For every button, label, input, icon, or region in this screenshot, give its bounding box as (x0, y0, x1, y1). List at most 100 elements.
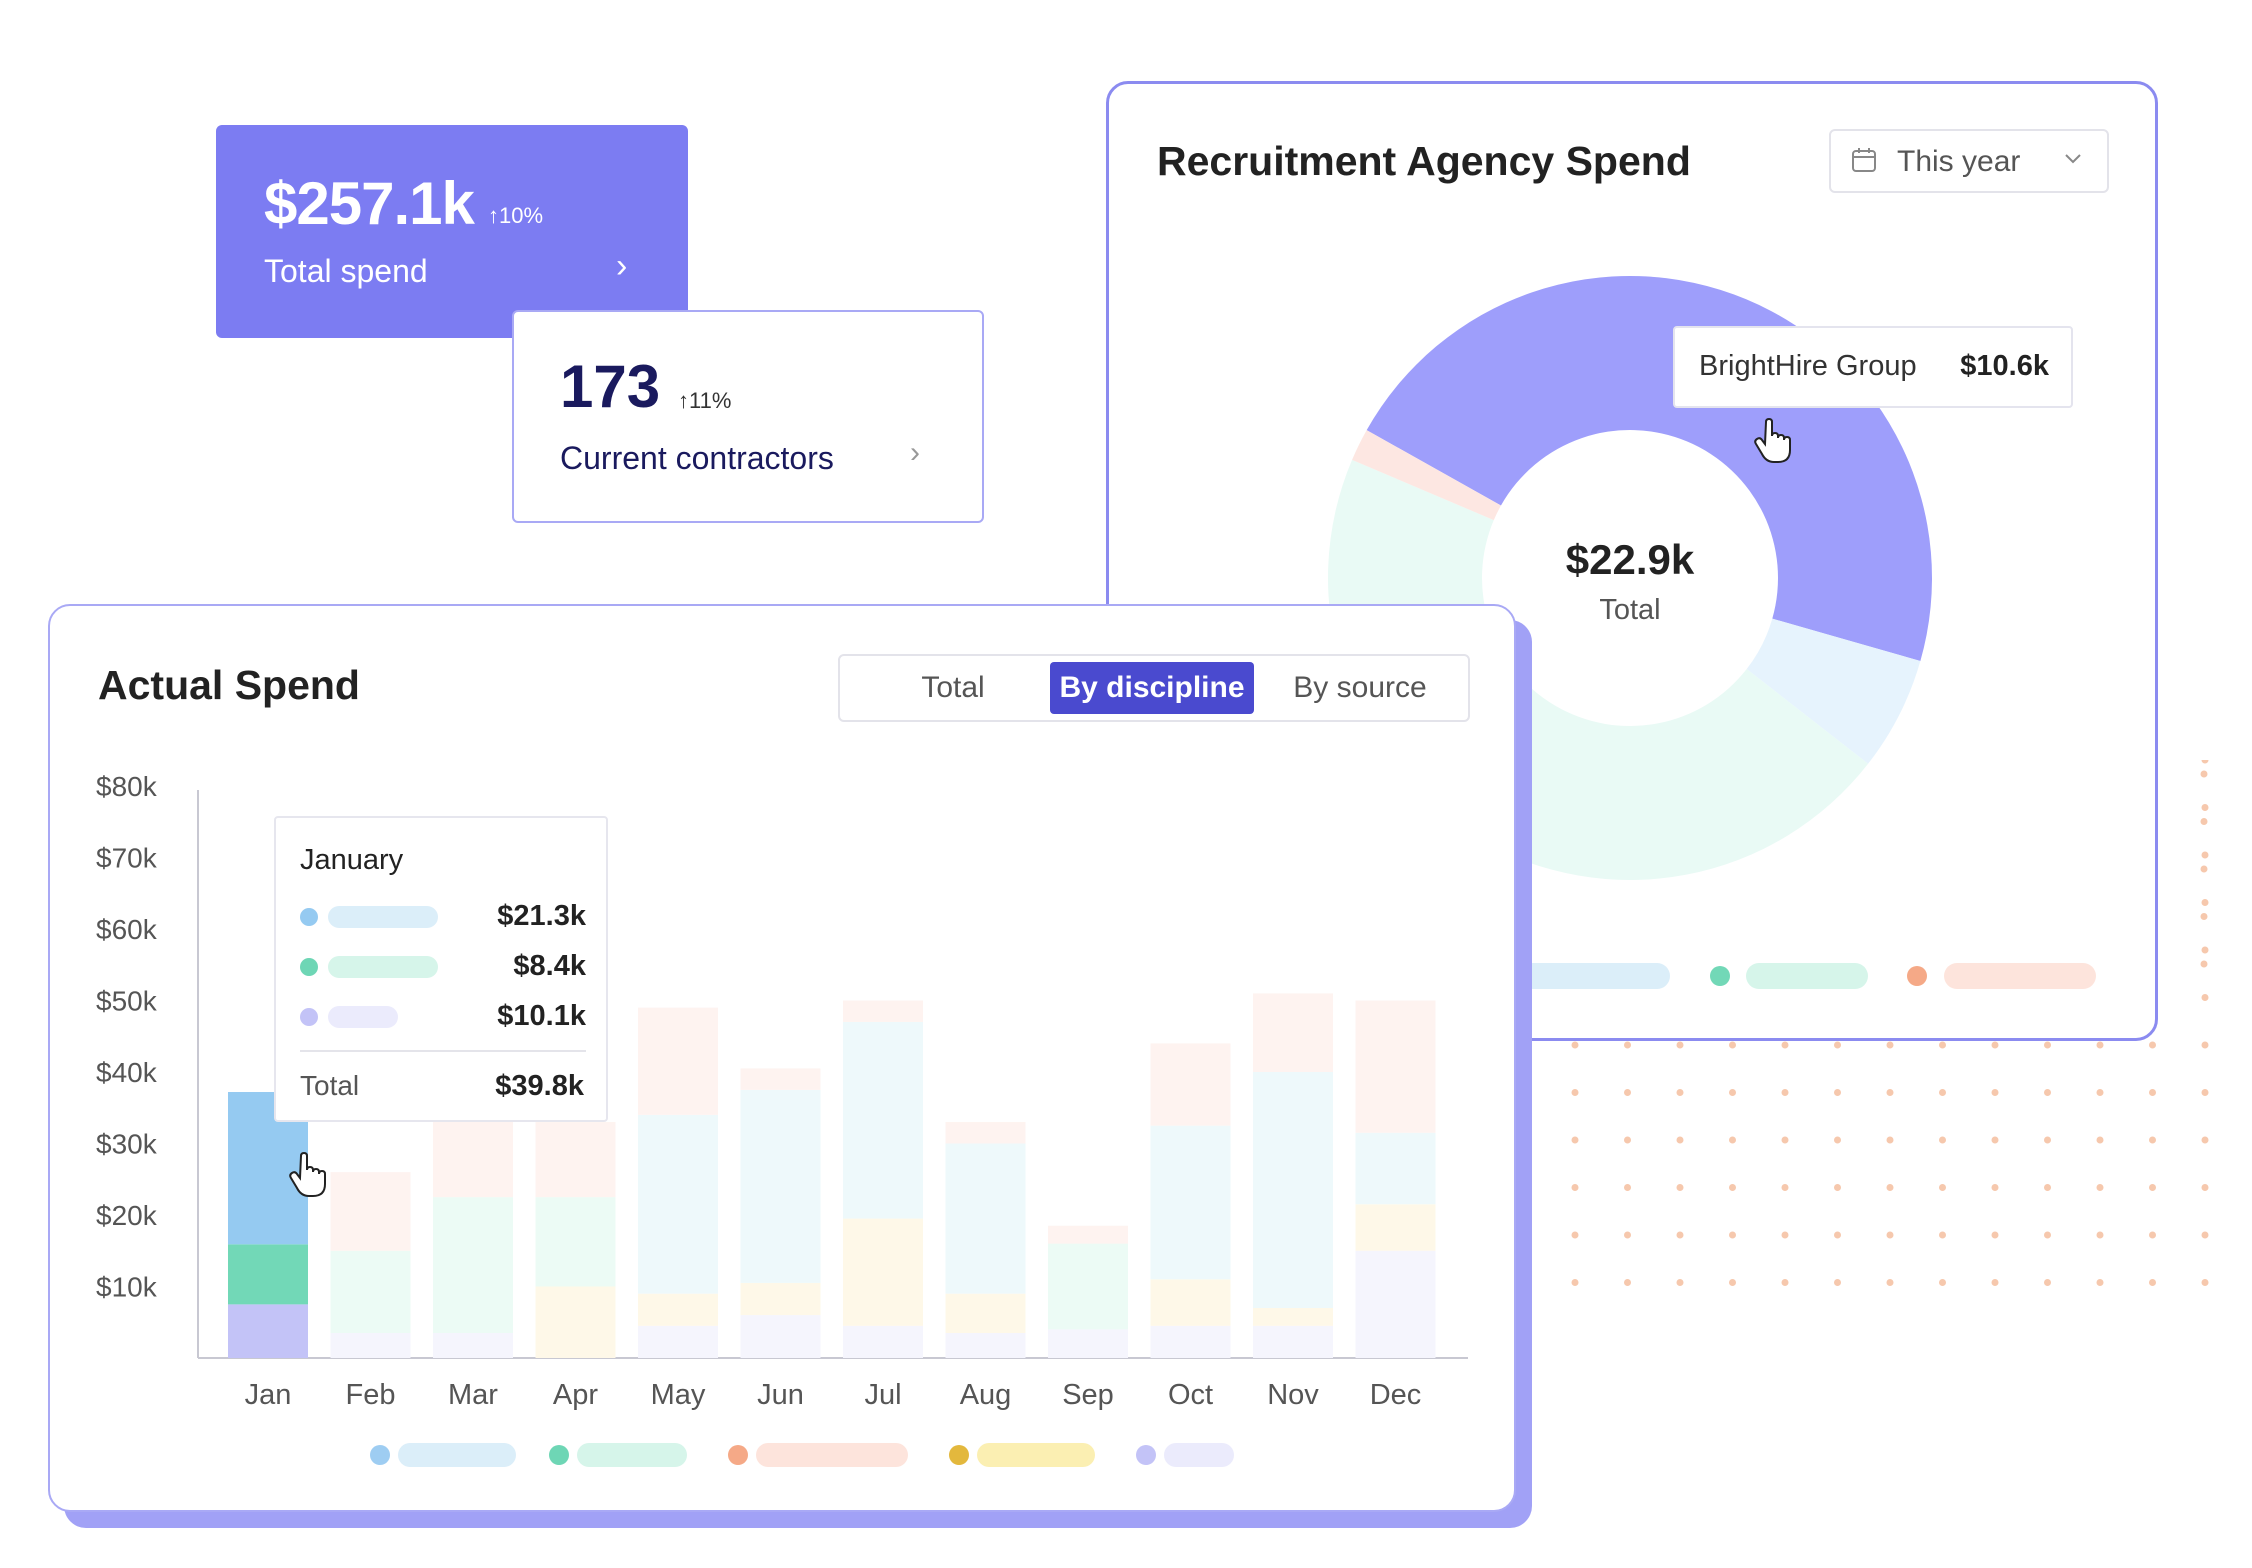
legend-pill (756, 1443, 908, 1467)
pattern-dot (2201, 1184, 2209, 1191)
y-tick-label: $70k (96, 843, 158, 874)
donut-tooltip-value: $10.6k (1960, 350, 2049, 382)
pattern-dot (1571, 1184, 1579, 1191)
legend-pill (1520, 963, 1670, 989)
current-contractors-card[interactable]: 173 ↑11% Current contractors › (512, 310, 984, 523)
donut-tooltip-name: BrightHire Group (1699, 350, 1917, 382)
legend-pill (577, 1443, 687, 1467)
pattern-dot (1676, 1231, 1684, 1239)
legend-dot (1710, 966, 1730, 986)
bar-segment (740, 1068, 821, 1090)
pattern-dot (2044, 1136, 2051, 1144)
x-tick-label: Apr (553, 1379, 598, 1411)
pattern-dot (1781, 1089, 1789, 1096)
pattern-dot (2201, 851, 2209, 859)
contractors-change: ↑11% (678, 388, 732, 413)
series-dot (300, 908, 318, 926)
donut-slice (1746, 618, 1921, 764)
y-tick-label: $60k (96, 914, 158, 945)
calendar-icon (1852, 148, 1876, 172)
bar-segment (843, 1325, 923, 1358)
bar-segment (535, 1122, 616, 1198)
pattern-dot (1781, 1279, 1789, 1286)
pattern-dot (2044, 1279, 2051, 1286)
y-tick-label: $30k (96, 1129, 158, 1160)
hand-cursor-icon (289, 1152, 326, 1197)
x-tick-label: Jul (864, 1379, 901, 1411)
legend-dot (370, 1445, 390, 1465)
donut-card-title: Recruitment Agency Spend (1157, 138, 1691, 184)
bar-segment (330, 1172, 411, 1251)
bar-segment (433, 1118, 513, 1198)
bar-segment (740, 1315, 821, 1358)
pattern-dot (2096, 1136, 2104, 1144)
series-dot (300, 1008, 318, 1026)
pattern-dot (2200, 865, 2208, 873)
bar-segment (1150, 1279, 1231, 1326)
pattern-dot (1886, 1184, 1894, 1191)
bar-segment (1355, 1250, 1436, 1358)
pattern-dot (1676, 1041, 1684, 1049)
pattern-dot (1676, 1184, 1684, 1191)
toggle-by-discipline[interactable]: By discipline (1050, 662, 1254, 714)
pattern-dot (1624, 1279, 1631, 1286)
pattern-dot (1991, 1184, 1999, 1191)
bar-tooltip-row: $8.4k (300, 950, 586, 982)
pattern-dot (1886, 1136, 1894, 1144)
legend-pill (1746, 963, 1868, 989)
bar-tooltip: January $21.3k $8.4k $10.1k Total $39.8k (274, 816, 608, 1122)
bar-segment (1048, 1225, 1128, 1244)
bar-segment (1355, 1000, 1436, 1133)
view-toggle: Total By discipline By source (838, 654, 1470, 722)
series-label-pill (328, 1006, 398, 1028)
y-tick-label: $10k (96, 1272, 158, 1303)
toggle-total[interactable]: Total (921, 671, 985, 704)
bar-tooltip-total-label: Total (300, 1070, 360, 1101)
x-tick-label: Jan (245, 1379, 292, 1411)
pattern-dot (1939, 1231, 1946, 1239)
pattern-dot (2201, 1136, 2209, 1144)
bar-segment (1355, 1132, 1436, 1205)
bar-segment (843, 1000, 923, 1022)
toggle-by-source[interactable]: By source (1293, 671, 1427, 704)
period-dropdown[interactable]: This year (1829, 129, 2109, 193)
pattern-dot (2201, 804, 2209, 811)
bar-segment (433, 1332, 513, 1358)
pattern-dot (1729, 1041, 1736, 1049)
pattern-dot (1991, 1089, 1999, 1096)
pattern-dot (1624, 1089, 1631, 1096)
pattern-dot (1624, 1136, 1631, 1144)
pattern-dot (1781, 1184, 1789, 1191)
chevron-right-icon: › (616, 247, 628, 285)
pattern-dot (1729, 1279, 1736, 1286)
pattern-dot (2200, 770, 2208, 778)
x-tick-label: Sep (1062, 1379, 1114, 1411)
x-tick-label: Dec (1370, 1379, 1422, 1411)
pattern-dot (2149, 1136, 2156, 1144)
pattern-dot (2096, 1041, 2104, 1049)
total-spend-label: Total spend (264, 253, 428, 289)
pattern-dot (2201, 1041, 2209, 1049)
bar-segment (638, 1114, 718, 1294)
pattern-dot (2200, 960, 2208, 968)
pattern-dot (1571, 1279, 1579, 1286)
legend-pill (977, 1443, 1095, 1467)
bar-segment (228, 1244, 308, 1305)
bar-segment (638, 1293, 718, 1326)
total-spend-card[interactable]: $257.1k ↑10% Total spend › (216, 125, 688, 338)
pattern-dot (1571, 1089, 1579, 1096)
legend-dot (728, 1445, 748, 1465)
bar-tooltip-row-value: $8.4k (513, 950, 586, 982)
bar-segment (330, 1250, 411, 1333)
pattern-dot (2044, 1089, 2051, 1096)
pattern-dot (1571, 1231, 1579, 1239)
series-label-pill (328, 906, 438, 928)
pattern-dot (1991, 1041, 1999, 1049)
pattern-dot (2149, 1089, 2156, 1096)
pattern-dot (1834, 1231, 1841, 1239)
pattern-dot (1886, 1041, 1894, 1049)
pattern-dot (1939, 1279, 1946, 1286)
pattern-dot (1729, 1089, 1736, 1096)
bar-segment (945, 1293, 1026, 1333)
